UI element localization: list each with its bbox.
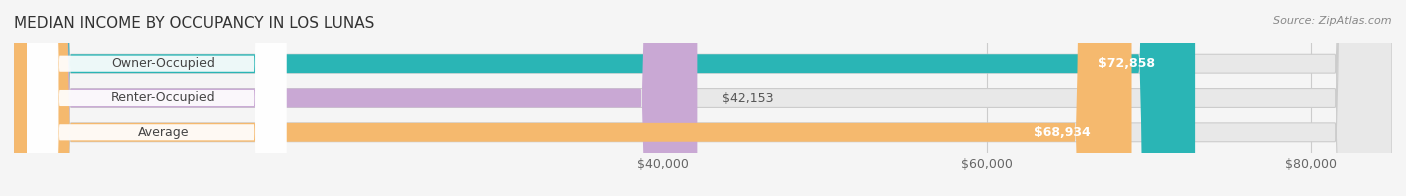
FancyBboxPatch shape xyxy=(27,0,287,196)
FancyBboxPatch shape xyxy=(27,0,287,196)
Text: Owner-Occupied: Owner-Occupied xyxy=(111,57,215,70)
Text: $68,934: $68,934 xyxy=(1035,126,1091,139)
FancyBboxPatch shape xyxy=(14,0,1195,196)
Text: Renter-Occupied: Renter-Occupied xyxy=(111,92,215,104)
FancyBboxPatch shape xyxy=(27,0,287,196)
Text: Source: ZipAtlas.com: Source: ZipAtlas.com xyxy=(1274,16,1392,26)
Text: MEDIAN INCOME BY OCCUPANCY IN LOS LUNAS: MEDIAN INCOME BY OCCUPANCY IN LOS LUNAS xyxy=(14,16,374,31)
Text: Average: Average xyxy=(138,126,188,139)
FancyBboxPatch shape xyxy=(14,0,1392,196)
Text: $42,153: $42,153 xyxy=(721,92,773,104)
Text: $72,858: $72,858 xyxy=(1098,57,1154,70)
FancyBboxPatch shape xyxy=(14,0,697,196)
FancyBboxPatch shape xyxy=(14,0,1392,196)
FancyBboxPatch shape xyxy=(14,0,1392,196)
FancyBboxPatch shape xyxy=(14,0,1132,196)
